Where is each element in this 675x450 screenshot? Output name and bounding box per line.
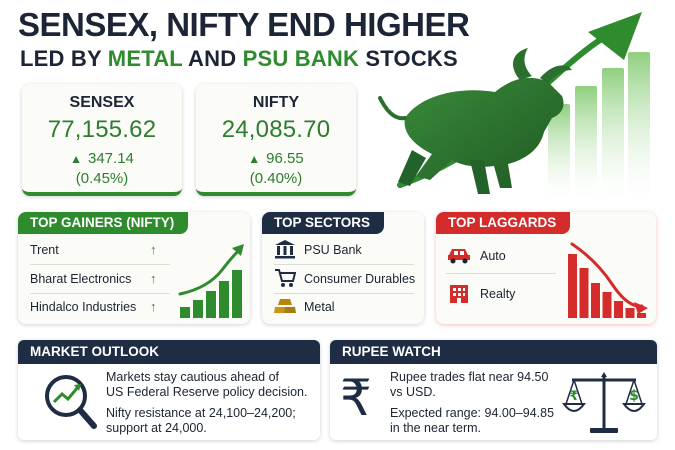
rupee-watch-panel: RUPEE WATCH ₹ Rupee trades flat near 94.…: [330, 340, 657, 440]
nifty-card: NIFTY 24,085.70 ▲ 96.55 (0.40%): [196, 84, 356, 196]
up-triangle-icon: ▲: [248, 152, 261, 166]
sector-item-3: Metal: [304, 300, 335, 314]
gainers-bar-icon: [178, 244, 244, 318]
subtitle-and: AND: [182, 46, 243, 71]
laggard-item-1: Auto: [480, 249, 506, 263]
scale-rupee-symbol: ₹: [569, 389, 578, 404]
laggards-bar-icon: [568, 242, 648, 318]
gainer-item-3: Hindalco Industries: [30, 300, 137, 314]
divider: [446, 273, 556, 274]
top-sectors-title: TOP SECTORS: [262, 212, 385, 234]
top-sectors-panel: TOP SECTORS PSU Bank Consumer Durables M…: [262, 212, 424, 324]
scale-dollar-symbol: $: [629, 388, 639, 404]
rupee-line: vs USD.: [390, 385, 436, 399]
magnifier-chart-icon: [45, 375, 97, 429]
subtitle-prefix: LED BY: [20, 46, 108, 71]
metal-bars-icon: [274, 299, 296, 313]
subtitle-suffix: STOCKS: [359, 46, 458, 71]
bull-icon: [378, 48, 572, 194]
sector-item-1: PSU Bank: [304, 243, 362, 257]
headline-title: SENSEX, NIFTY END HIGHER: [18, 6, 470, 43]
sensex-change-value: 347.14: [88, 150, 134, 167]
rupee-line: Rupee trades flat near 94.50: [390, 370, 549, 384]
laggard-bar: [602, 292, 612, 318]
sector-item-2: Consumer Durables: [304, 272, 416, 286]
nifty-change-value: 96.55: [266, 150, 304, 167]
nifty-name: NIFTY: [252, 94, 300, 111]
up-triangle-icon: ▲: [70, 152, 82, 166]
car-icon: [448, 249, 470, 264]
sensex-value: 77,155.62: [47, 116, 157, 143]
outlook-paragraph-2: Nifty resistance at 24,100–24,200; suppo…: [106, 406, 296, 436]
gainer-item-1: Trent: [30, 243, 59, 257]
gainer-bar: [219, 281, 229, 318]
laggard-bar: [625, 308, 635, 318]
divider: [30, 293, 170, 294]
top-laggards-panel: TOP LAGGARDS Auto Realty: [436, 212, 656, 324]
outlook-line: US Federal Reserve policy decision.: [106, 385, 308, 399]
cart-icon: [275, 269, 296, 287]
sensex-change: ▲ 347.14: [22, 150, 182, 167]
up-arrow-icon: ↑: [150, 299, 157, 314]
gainer-bar: [180, 307, 190, 318]
outlook-line: Nifty resistance at 24,100–24,200;: [106, 406, 296, 420]
top-gainers-panel: TOP GAINERS (NIFTY) Trent ↑ Bharat Elect…: [18, 212, 250, 324]
scale-icon: ₹ $: [562, 372, 646, 433]
gainer-item-2: Bharat Electronics: [30, 272, 132, 286]
nifty-change-percent: (0.40%): [249, 170, 303, 187]
sensex-card: SENSEX 77,155.62 ▲ 347.14 (0.45%): [22, 84, 182, 196]
market-outlook-panel: MARKET OUTLOOK Markets stay cautious ahe…: [18, 340, 320, 440]
subtitle-psu-bank: PSU BANK: [242, 46, 360, 71]
nifty-value: 24,085.70: [221, 116, 331, 143]
divider: [274, 293, 414, 294]
divider: [274, 264, 414, 265]
sensex-name: SENSEX: [69, 94, 135, 111]
headline-subtitle: LED BY METAL AND PSU BANK STOCKS: [20, 46, 458, 72]
subtitle-metal: METAL: [107, 46, 183, 71]
up-arrow-icon: ↑: [150, 271, 157, 286]
laggard-bar: [568, 254, 577, 318]
up-arrow-icon: ↑: [150, 242, 157, 257]
rupee-watch-title: RUPEE WATCH: [330, 340, 657, 364]
rupee-icon: ₹: [340, 369, 372, 427]
gainer-bar: [232, 270, 242, 318]
outlook-paragraph-1: Markets stay cautious ahead of US Federa…: [106, 370, 307, 400]
hero-bars: [548, 52, 650, 200]
rupee-line: in the near term.: [390, 421, 482, 435]
laggard-bar: [637, 313, 646, 318]
laggard-item-2: Realty: [480, 287, 516, 301]
laggard-bar: [614, 301, 623, 318]
outlook-line: Markets stay cautious ahead of: [106, 370, 280, 384]
top-gainers-title: TOP GAINERS (NIFTY): [18, 212, 189, 234]
rupee-paragraph-2: Expected range: 94.00–94.85 in the near …: [390, 406, 554, 436]
building-icon: [450, 285, 468, 303]
top-laggards-title: TOP LAGGARDS: [436, 212, 571, 234]
market-outlook-title: MARKET OUTLOOK: [18, 340, 320, 364]
bank-icon: [275, 240, 295, 259]
nifty-change: ▲ 96.55: [196, 150, 356, 167]
gainer-bar: [206, 291, 216, 318]
gainer-bar: [193, 300, 203, 318]
laggard-bar: [591, 283, 600, 318]
divider: [30, 264, 170, 265]
rupee-paragraph-1: Rupee trades flat near 94.50 vs USD.: [390, 370, 548, 400]
hero-illustration: [378, 12, 650, 200]
rupee-line: Expected range: 94.00–94.85: [390, 406, 555, 420]
laggard-bar: [579, 268, 589, 318]
sensex-change-percent: (0.45%): [75, 170, 129, 187]
outlook-line: support at 24,000.: [106, 421, 207, 435]
